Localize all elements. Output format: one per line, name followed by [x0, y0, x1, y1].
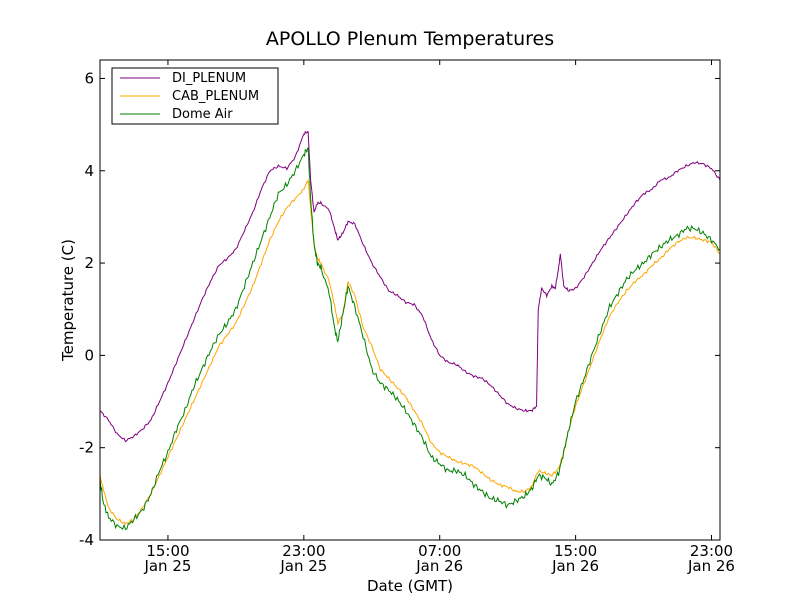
series-line-cab-plenum: [99, 178, 721, 525]
x-tick-label-date: Jan 26: [551, 557, 599, 575]
y-tick-label: 0: [84, 346, 94, 364]
x-tick-label-time: 23:00: [282, 542, 325, 560]
y-axis-title: Temperature (C): [59, 239, 77, 362]
x-tick-label-time: 15:00: [554, 542, 597, 560]
y-tick-label: 4: [84, 162, 94, 180]
x-tick-label-date: Jan 26: [415, 557, 463, 575]
x-tick-label-date: Jan 25: [279, 557, 327, 575]
y-tick-label: -2: [79, 439, 94, 457]
legend: DI_PLENUM CAB_PLENUM Dome Air: [111, 67, 279, 125]
y-tick-label: -4: [79, 531, 94, 549]
plot-frame: [99, 59, 721, 541]
x-axis-title: Date (GMT): [367, 577, 453, 595]
plot-lines: [99, 130, 721, 531]
y-axis: -4 -2 0 2 4 6: [79, 69, 720, 549]
chart-title: APOLLO Plenum Temperatures: [266, 28, 554, 50]
x-tick-label-time: 23:00: [690, 542, 733, 560]
x-tick-label-time: 15:00: [146, 542, 189, 560]
y-tick-label: 6: [84, 69, 94, 87]
legend-label-dome-air: Dome Air: [172, 107, 233, 122]
legend-label-cab-plenum: CAB_PLENUM: [172, 89, 259, 104]
x-tick-label-date: Jan 25: [143, 557, 191, 575]
series-line-dome-air: [99, 147, 721, 531]
x-tick-label-date: Jan 26: [687, 557, 735, 575]
legend-label-di-plenum: DI_PLENUM: [172, 71, 246, 86]
x-tick-label-time: 07:00: [418, 542, 461, 560]
y-tick-label: 2: [84, 254, 94, 272]
series-line-di-plenum: [99, 130, 721, 443]
